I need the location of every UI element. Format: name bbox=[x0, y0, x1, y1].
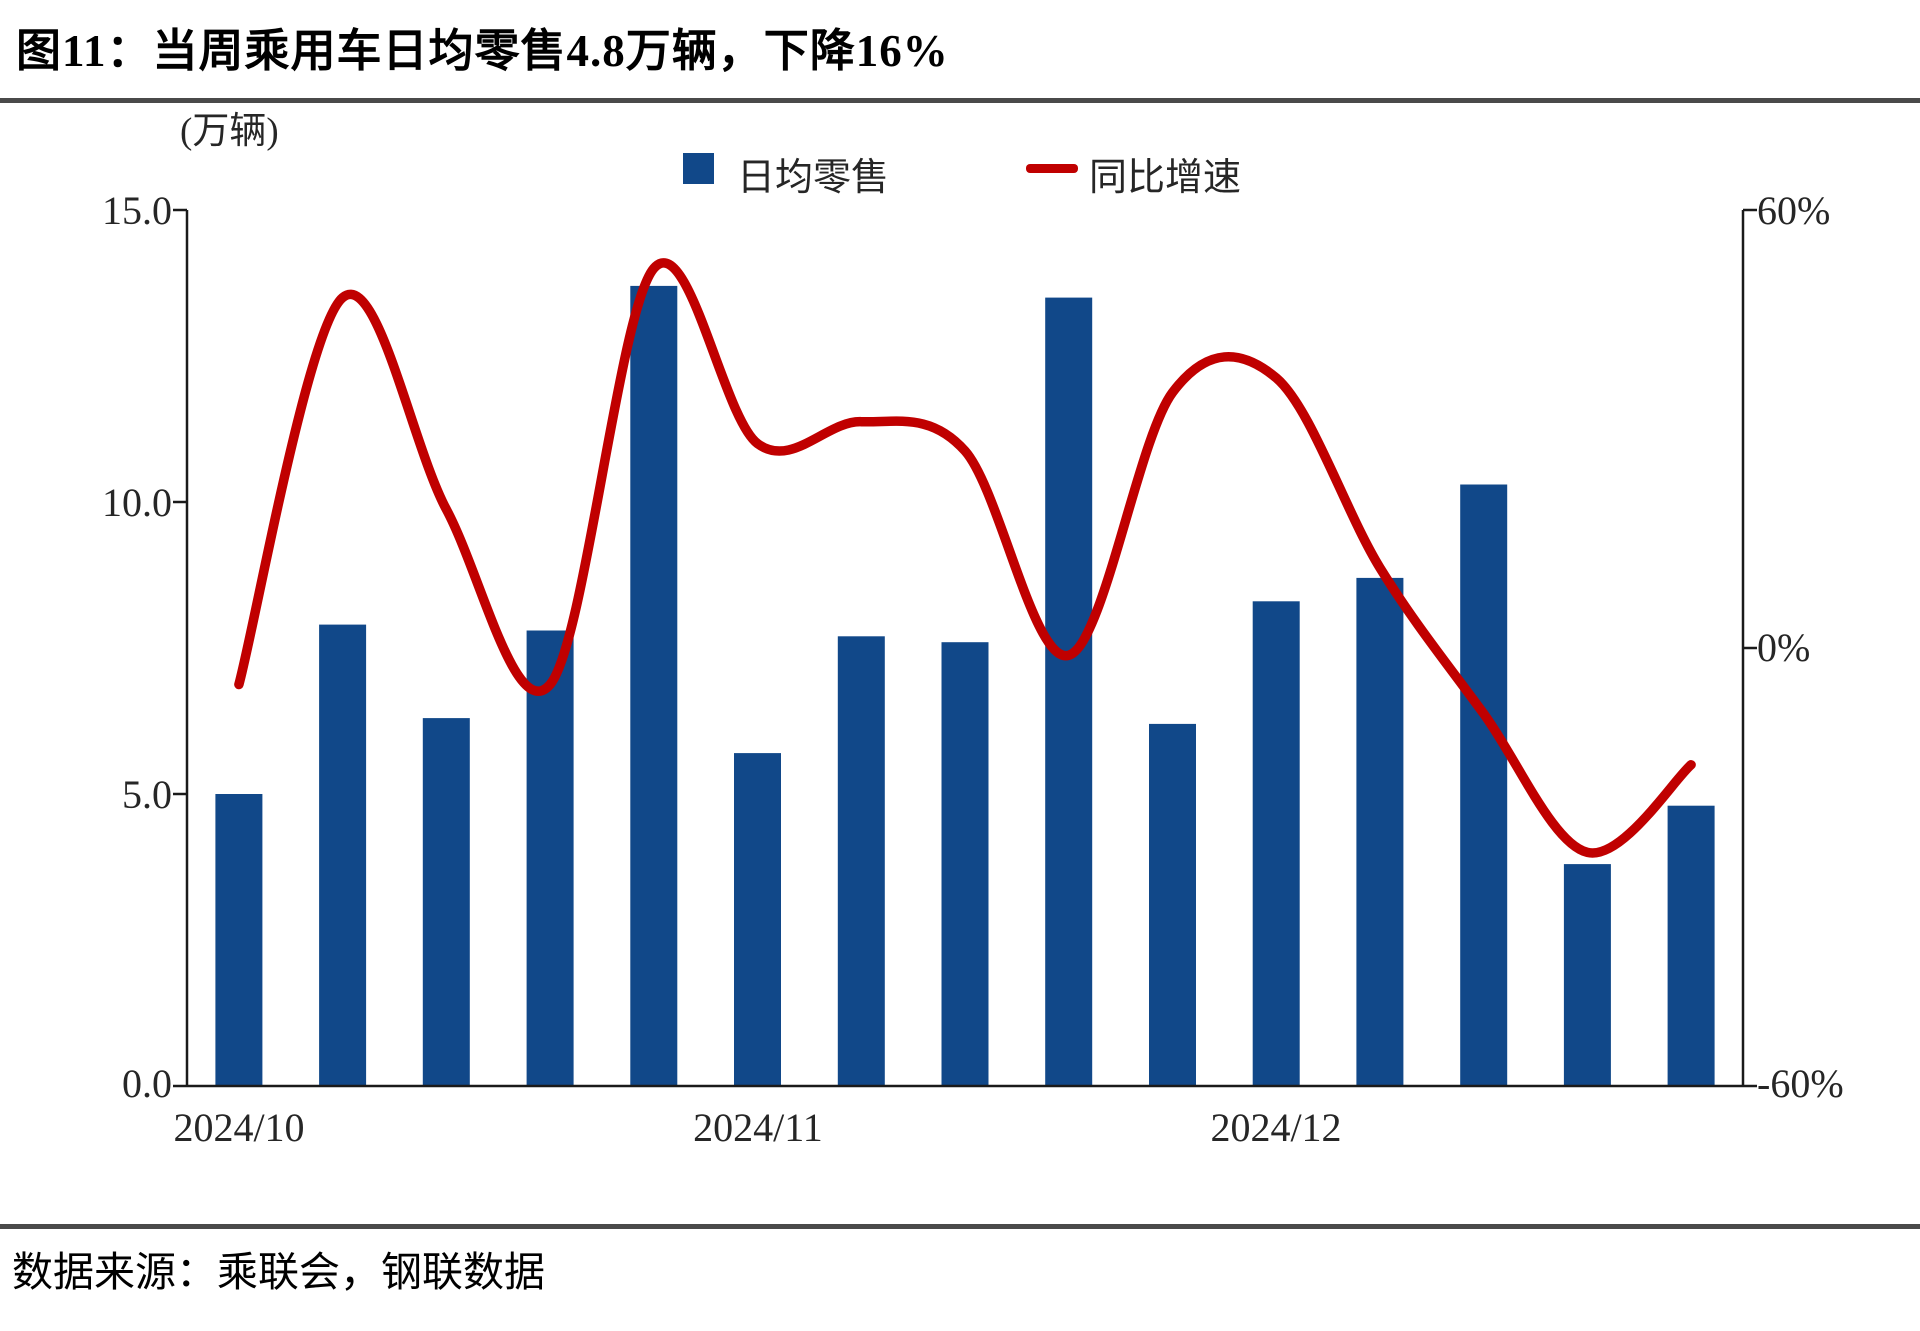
bar-week-3 bbox=[422, 718, 470, 1086]
bar-week-1 bbox=[215, 794, 263, 1086]
bar-week-12 bbox=[1356, 577, 1404, 1086]
left-axis-tick-label: 10.0 bbox=[102, 480, 172, 525]
bar-week-14 bbox=[1563, 864, 1611, 1086]
title-divider-rule bbox=[0, 98, 1920, 103]
bar-week-4 bbox=[526, 630, 574, 1086]
x-axis-tick-label: 2024/10 bbox=[173, 1105, 305, 1150]
legend-bar-swatch bbox=[683, 153, 714, 184]
bar-week-6 bbox=[734, 753, 781, 1086]
bar-week-5 bbox=[630, 285, 678, 1086]
bar-week-2 bbox=[319, 624, 367, 1086]
legend-bar-label: 日均零售 bbox=[737, 157, 890, 199]
legend-line-swatch bbox=[1026, 164, 1078, 173]
right-axis-tick-label: -60% bbox=[1757, 1061, 1844, 1106]
left-axis-tick-label: 15.0 bbox=[102, 188, 172, 233]
bar-week-7 bbox=[837, 636, 885, 1086]
bar-week-9 bbox=[1045, 297, 1093, 1087]
x-axis-tick-label: 2024/12 bbox=[1210, 1105, 1342, 1150]
bar-week-13 bbox=[1460, 484, 1508, 1086]
x-axis-tick-label: 2024/11 bbox=[693, 1105, 823, 1150]
right-axis-tick-label: 0% bbox=[1757, 625, 1811, 670]
figure-title: 图11：当周乘用车日均零售4.8万辆，下降16% bbox=[16, 26, 949, 76]
source-divider-rule bbox=[0, 1224, 1920, 1229]
right-axis-tick-label: 60% bbox=[1757, 188, 1831, 233]
bar-week-8 bbox=[941, 642, 989, 1086]
left-axis-tick-label: 5.0 bbox=[122, 772, 172, 817]
legend-line-label: 同比增速 bbox=[1089, 157, 1242, 199]
bar-week-15 bbox=[1667, 805, 1715, 1086]
bar-week-10 bbox=[1149, 723, 1196, 1086]
data-source-note: 数据来源：乘联会，钢联数据 bbox=[12, 1249, 545, 1295]
left-axis-tick-label: 0.0 bbox=[122, 1061, 172, 1106]
yoy-growth-line bbox=[234, 258, 1696, 858]
bar-week-11 bbox=[1252, 601, 1300, 1086]
left-axis-unit-label: (万辆) bbox=[180, 111, 279, 152]
